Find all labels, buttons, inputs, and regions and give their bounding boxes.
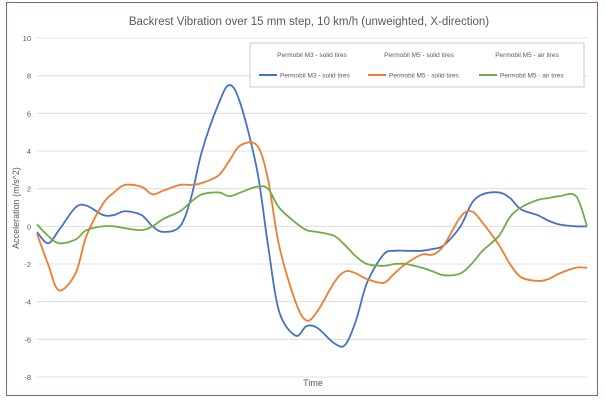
y-tick-label: -6: [24, 335, 31, 344]
chart-frame: Backrest Vibration over 15 mm step, 10 k…: [6, 2, 598, 396]
gridlines: [37, 37, 587, 378]
series-line-permobil-m3-solid-tires: [36, 84, 588, 348]
legend-header-label: Permobil M5 - air tires: [495, 52, 559, 59]
y-tick-label: 8: [27, 72, 31, 81]
y-tick-label: 2: [27, 185, 31, 194]
legend: Permobil M3 - solid tires Permobil M5 - s…: [249, 42, 585, 88]
y-tick-labels: 10 8 6 4 2 0 -2 -4 -6 -8: [23, 34, 31, 382]
legend-box: [249, 42, 585, 88]
legend-entries: Permobil M3 - solid tires Permobil M5 - s…: [259, 73, 564, 80]
y-tick-label: 10: [23, 34, 31, 43]
y-tick-label: -2: [24, 260, 31, 269]
y-axis-label: Acceleration (m/s^2): [11, 167, 21, 249]
chart-title: Backrest Vibration over 15 mm step, 10 k…: [129, 16, 489, 28]
series-line-permobil-m5-solid-tires: [36, 141, 588, 322]
y-tick-label: 0: [27, 222, 31, 231]
line-chart: Backrest Vibration over 15 mm step, 10 k…: [11, 16, 588, 388]
y-tick-label: -4: [24, 298, 31, 307]
legend-header-label: Permobil M5 - solid tires: [384, 52, 454, 59]
legend-header: Permobil M3 - solid tires Permobil M5 - s…: [277, 52, 559, 59]
series-lines: [36, 84, 588, 348]
y-tick-label: 6: [27, 109, 31, 118]
legend-header-label: Permobil M3 - solid tires: [277, 52, 347, 59]
y-tick-label: -8: [24, 373, 31, 382]
y-tick-label: 4: [27, 147, 31, 156]
series-line-permobil-m5-air-tires: [36, 185, 588, 277]
legend-entry-label: Permobil M5 - solid tires: [389, 73, 459, 80]
x-axis-label: Time: [303, 378, 323, 388]
legend-entry-label: Permobil M3 - solid tires: [280, 73, 350, 80]
legend-entry-label: Permobil M5 - air tires: [500, 73, 564, 80]
